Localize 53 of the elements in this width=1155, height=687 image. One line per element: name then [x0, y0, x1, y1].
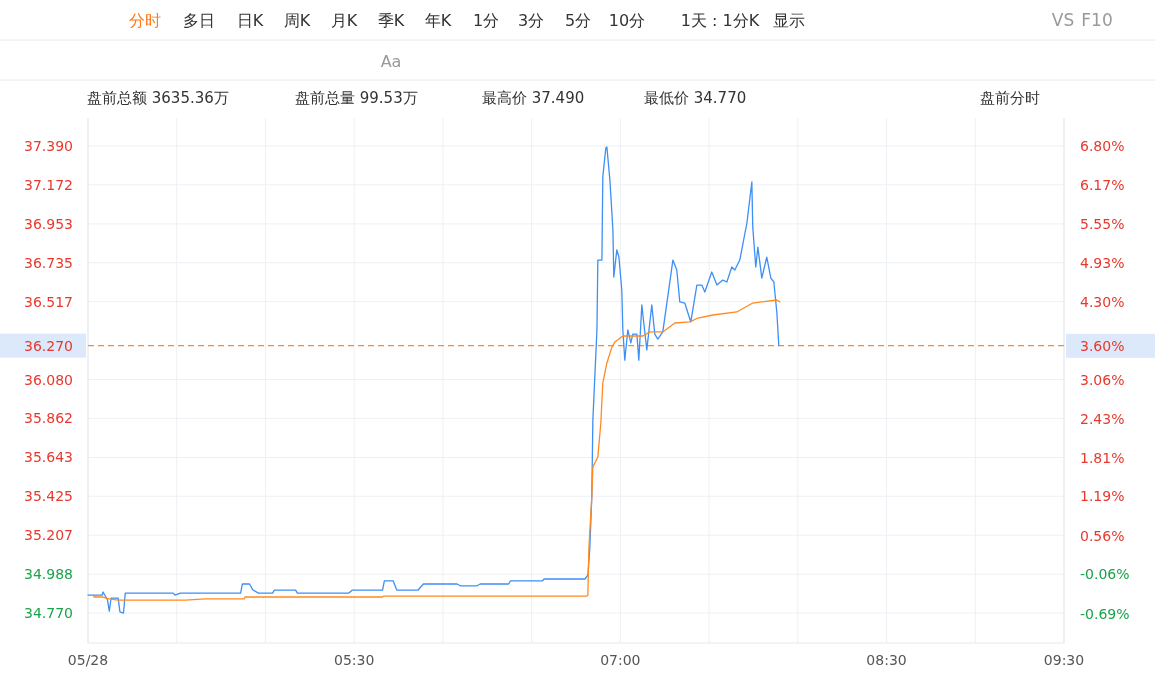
text: 显示 [773, 10, 805, 30]
text: 10分 [608, 10, 646, 30]
y-tick-label: 37.390 [24, 137, 73, 154]
text: 最低价 34.770 [644, 89, 747, 108]
y2-tick-label: -0.06% [1080, 566, 1130, 583]
y2-tick-label: 4.93% [1080, 254, 1125, 271]
text: 1分 [472, 10, 500, 30]
x-tick-label: 09:30 [1043, 652, 1085, 668]
text: 盘前总量 99.53万 [295, 89, 418, 108]
y2-tick-label: 6.80% [1080, 138, 1125, 155]
text: 3分 [517, 10, 545, 30]
ref-line-label: 36.270 [24, 337, 73, 354]
text: 盘前总额 3635.36万 [87, 89, 229, 108]
y-tick-label: 35.207 [24, 527, 73, 544]
y2-tick-label: 3.60% [1080, 337, 1125, 354]
text: VS [1051, 9, 1075, 30]
text: 季K [377, 10, 405, 30]
y2-tick-label: 1.81% [1080, 449, 1125, 466]
text: 年K [424, 10, 452, 30]
y-tick-label: 36.735 [24, 254, 73, 271]
text: 最高价 37.490 [482, 89, 585, 108]
y2-tick-label: -0.69% [1080, 605, 1130, 622]
text: F10 [1081, 9, 1113, 30]
y-tick-label: 35.425 [24, 488, 73, 505]
y2-tick-label: 4.30% [1080, 294, 1125, 311]
y-tick-label: 35.643 [24, 449, 73, 466]
y2-tick-label: 5.55% [1080, 216, 1125, 233]
text: 日K [236, 10, 264, 30]
y-tick-label: 34.988 [24, 566, 73, 583]
y-tick-label: 37.172 [24, 176, 73, 193]
text: 分时 [129, 10, 161, 30]
y-tick-label: 36.517 [24, 293, 73, 310]
y-tick-label: 36.953 [24, 215, 73, 232]
text: 周K [283, 10, 311, 30]
y2-tick-label: 1.19% [1080, 488, 1125, 505]
y2-tick-label: 0.56% [1080, 527, 1125, 544]
x-tick-label: 05/28 [67, 652, 109, 668]
text: 1天 : 1分K [680, 10, 760, 30]
x-tick-label: 08:30 [866, 652, 907, 668]
text: 5分 [564, 10, 592, 30]
y2-tick-label: 2.43% [1080, 410, 1125, 427]
text: 盘前分时 [980, 89, 1040, 108]
y-tick-label: 35.862 [24, 410, 73, 427]
text: 多日 [183, 10, 215, 30]
y-tick-label: 36.080 [24, 371, 73, 388]
x-tick-label: 05:30 [334, 652, 375, 668]
text: Aa [380, 51, 402, 71]
x-tick-label: 07:00 [600, 652, 641, 668]
text: 月K [330, 10, 358, 30]
line-series [87, 146, 780, 614]
y2-tick-label: 6.17% [1080, 177, 1125, 194]
y2-tick-label: 3.06% [1080, 371, 1125, 388]
y-tick-label: 34.770 [24, 605, 73, 622]
